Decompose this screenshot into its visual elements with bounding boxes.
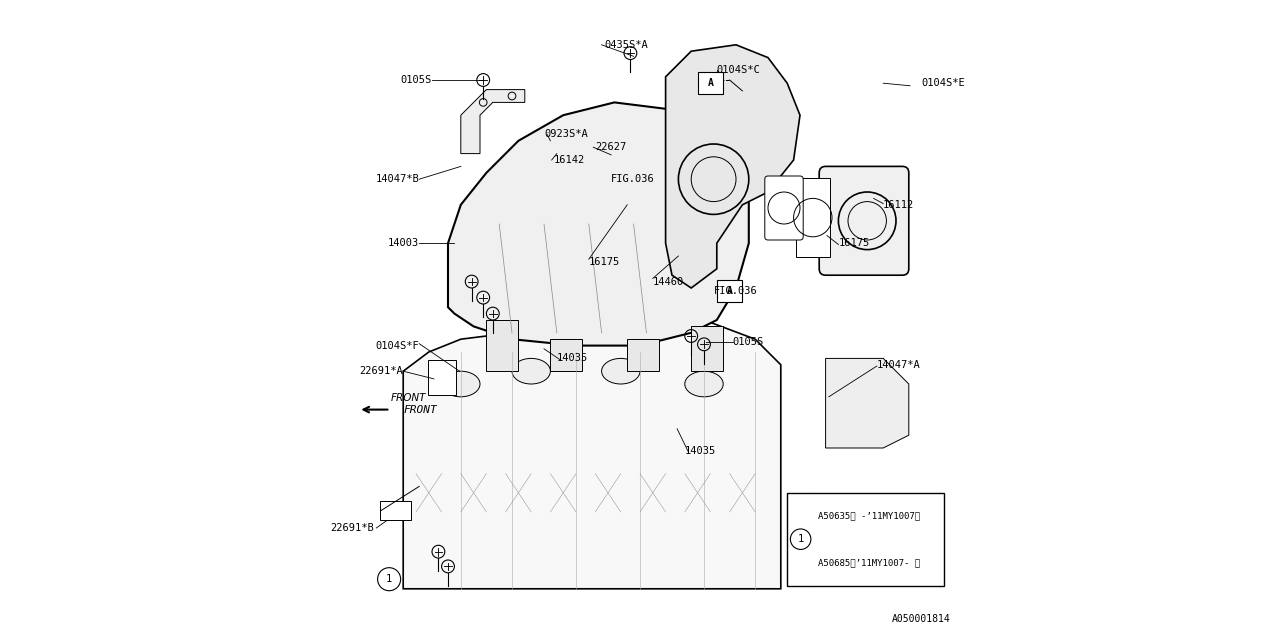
Polygon shape bbox=[666, 45, 800, 288]
FancyBboxPatch shape bbox=[796, 178, 831, 257]
FancyBboxPatch shape bbox=[379, 501, 411, 520]
Text: A: A bbox=[708, 78, 713, 88]
FancyBboxPatch shape bbox=[698, 72, 723, 94]
Text: 0435S*A: 0435S*A bbox=[604, 40, 649, 50]
Text: 14035: 14035 bbox=[685, 446, 716, 456]
Text: 1: 1 bbox=[387, 574, 392, 584]
Text: FRONT: FRONT bbox=[390, 393, 426, 403]
Text: A: A bbox=[727, 286, 732, 296]
FancyBboxPatch shape bbox=[627, 339, 659, 371]
Polygon shape bbox=[403, 307, 781, 589]
Text: A050001814: A050001814 bbox=[892, 614, 950, 624]
Ellipse shape bbox=[602, 358, 640, 384]
Text: 14035: 14035 bbox=[557, 353, 588, 364]
Text: 22691*B: 22691*B bbox=[330, 523, 374, 533]
Text: 14047*B: 14047*B bbox=[375, 174, 420, 184]
Text: 0104S*C: 0104S*C bbox=[717, 65, 760, 76]
Text: 22691*A: 22691*A bbox=[360, 366, 403, 376]
Polygon shape bbox=[461, 90, 525, 154]
FancyBboxPatch shape bbox=[717, 280, 742, 302]
Text: 1: 1 bbox=[797, 534, 804, 544]
Text: 14047*A: 14047*A bbox=[877, 360, 920, 370]
Text: 16175: 16175 bbox=[589, 257, 620, 268]
Polygon shape bbox=[826, 358, 909, 448]
Text: 16175: 16175 bbox=[838, 238, 869, 248]
Ellipse shape bbox=[512, 358, 550, 384]
Text: 0105S: 0105S bbox=[401, 75, 433, 85]
Text: 0104S*F: 0104S*F bbox=[375, 340, 420, 351]
Text: FIG.036: FIG.036 bbox=[612, 174, 655, 184]
Ellipse shape bbox=[442, 371, 480, 397]
Text: 0104S*E: 0104S*E bbox=[922, 78, 965, 88]
Text: 14460: 14460 bbox=[653, 276, 684, 287]
FancyBboxPatch shape bbox=[787, 493, 945, 586]
Text: 22627: 22627 bbox=[595, 142, 626, 152]
FancyBboxPatch shape bbox=[765, 176, 804, 240]
Text: FRONT: FRONT bbox=[403, 404, 436, 415]
Text: 14003: 14003 bbox=[388, 238, 420, 248]
FancyBboxPatch shape bbox=[486, 320, 518, 371]
Text: FIG.036: FIG.036 bbox=[714, 286, 758, 296]
FancyBboxPatch shape bbox=[550, 339, 582, 371]
FancyBboxPatch shape bbox=[428, 360, 456, 395]
Text: A50685〈’11MY1007- 〉: A50685〈’11MY1007- 〉 bbox=[818, 558, 920, 567]
Text: 16142: 16142 bbox=[554, 155, 585, 165]
Text: 0105S: 0105S bbox=[732, 337, 764, 348]
Text: A50635〈 -’11MY1007〉: A50635〈 -’11MY1007〉 bbox=[818, 511, 920, 520]
Text: 0923S*A: 0923S*A bbox=[544, 129, 588, 140]
Ellipse shape bbox=[685, 371, 723, 397]
Text: 16112: 16112 bbox=[883, 200, 914, 210]
Polygon shape bbox=[448, 102, 749, 346]
FancyBboxPatch shape bbox=[819, 166, 909, 275]
FancyBboxPatch shape bbox=[691, 326, 723, 371]
